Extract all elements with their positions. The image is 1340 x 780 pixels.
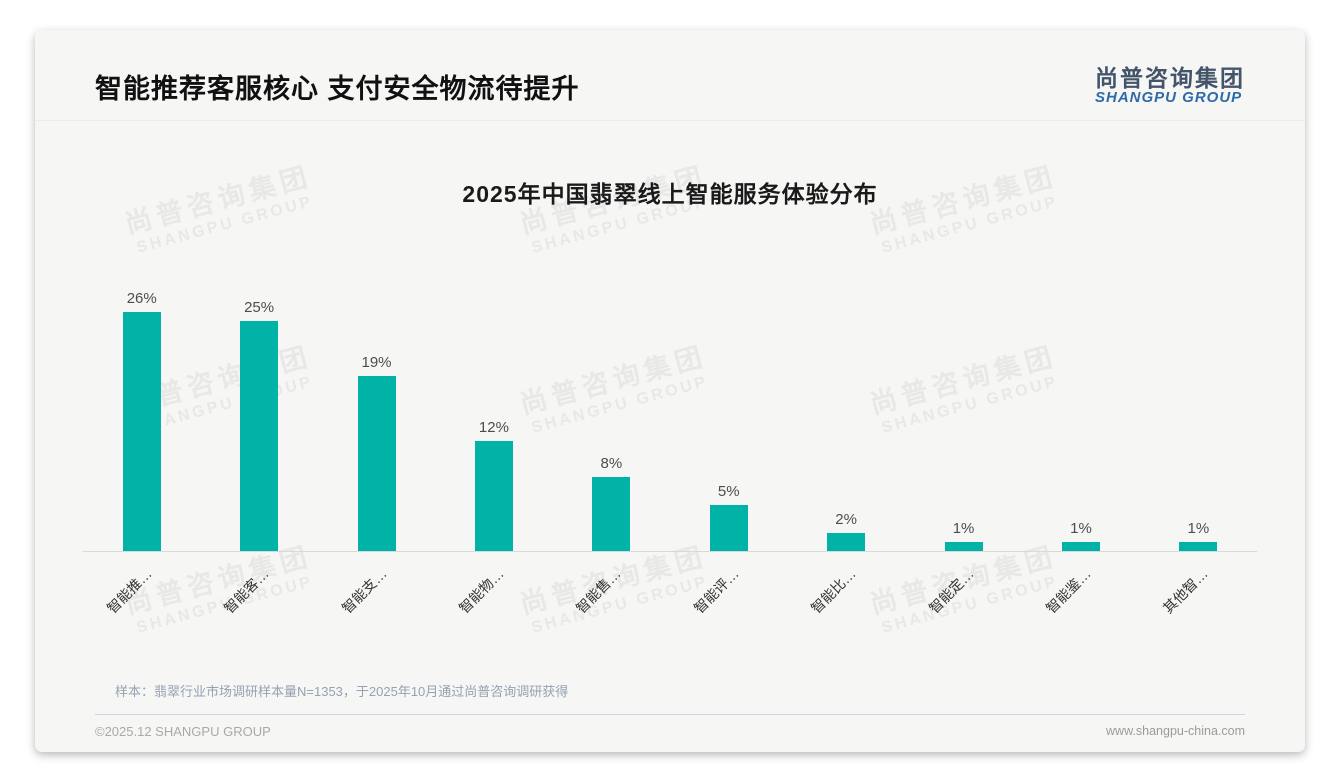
bar-column: 2% bbox=[787, 511, 904, 551]
category-label-text: 智能售… bbox=[573, 565, 625, 617]
footer-copyright: ©2025.12 SHANGPU GROUP bbox=[95, 723, 271, 739]
bar-value-label: 12% bbox=[478, 418, 509, 436]
sample-note: 样本：翡翠行业市场调研样本量N=1353，于2025年10月通过尚普咨询调研获得 bbox=[95, 681, 1245, 715]
bar-value-label: 1% bbox=[1070, 519, 1092, 537]
bar-value-label: 25% bbox=[244, 298, 275, 316]
bar[interactable] bbox=[944, 541, 983, 551]
category-label: 智能推… bbox=[83, 552, 200, 647]
category-label-text: 智能推… bbox=[103, 565, 155, 617]
category-label-text: 智能支… bbox=[338, 565, 390, 617]
bar[interactable] bbox=[240, 320, 279, 551]
category-label: 其他智… bbox=[1140, 552, 1257, 647]
bar-column: 1% bbox=[1140, 520, 1257, 551]
logo-english-text: SHANGPU GROUP bbox=[1095, 89, 1243, 107]
bar-plot: 26% 25% 19% 12% 8% 5% 2% 1% 1% 1% bbox=[83, 287, 1257, 552]
category-labels: 智能推… 智能客… 智能支… 智能物… 智能售… 智能评… 智能比… 智能定… 智能鉴… 其他智… bbox=[83, 552, 1257, 647]
bar-value-label: 26% bbox=[126, 289, 157, 307]
header: 智能推荐客服核心 支付安全物流待提升 尚普咨询集团 SHANGPU GROUP bbox=[35, 30, 1305, 121]
bar-column: 5% bbox=[670, 483, 787, 551]
category-label-text: 智能定… bbox=[925, 565, 977, 617]
bar[interactable] bbox=[1179, 541, 1218, 551]
slide-card: 尚普咨询集团 SHANGPU GROUP 尚普咨询集团 SHANGPU GROUP 尚普… bbox=[35, 30, 1305, 752]
category-label-text: 智能鉴… bbox=[1042, 565, 1094, 617]
category-label-text: 其他智… bbox=[1160, 565, 1212, 617]
bar-column: 26% bbox=[83, 290, 200, 551]
chart-title: 2025年中国翡翠线上智能服务体验分布 bbox=[462, 180, 878, 207]
bar-value-label: 19% bbox=[361, 353, 392, 371]
company-logo: 尚普咨询集团 SHANGPU GROUP bbox=[1095, 66, 1245, 106]
bar-column: 19% bbox=[318, 354, 435, 551]
category-label: 智能比… bbox=[787, 552, 904, 647]
category-label-text: 智能比… bbox=[807, 565, 859, 617]
category-label: 智能物… bbox=[435, 552, 552, 647]
page-title: 智能推荐客服核心 支付安全物流待提升 bbox=[95, 73, 580, 104]
bar[interactable] bbox=[592, 476, 631, 551]
bar-value-label: 2% bbox=[835, 510, 857, 528]
bar-column: 12% bbox=[435, 419, 552, 551]
footer-website-link[interactable]: www.shangpu-china.com bbox=[1106, 723, 1245, 738]
bar[interactable] bbox=[474, 440, 513, 551]
bar-column: 25% bbox=[200, 299, 317, 551]
bar-value-label: 8% bbox=[600, 454, 623, 472]
bar-chart: 2025年中国翡翠线上智能服务体验分布 26% 25% 19% 12% 8% 5% 2% 1%… bbox=[35, 175, 1305, 647]
bar-column: 1% bbox=[1022, 520, 1139, 551]
bar-value-label: 5% bbox=[717, 482, 740, 500]
category-label: 智能鉴… bbox=[1022, 552, 1139, 647]
category-label-text: 智能客… bbox=[220, 565, 272, 617]
category-label: 智能定… bbox=[905, 552, 1022, 647]
bar-value-label: 1% bbox=[952, 519, 975, 537]
bar[interactable] bbox=[827, 532, 866, 551]
bar-value-label: 1% bbox=[1187, 519, 1210, 537]
footer: ©2025.12 SHANGPU GROUP www.shangpu-china… bbox=[95, 715, 1245, 739]
logo-chinese-text: 尚普咨询集团 bbox=[1095, 65, 1245, 91]
bar[interactable] bbox=[357, 375, 396, 551]
category-label: 智能客… bbox=[200, 552, 317, 647]
category-label: 智能售… bbox=[553, 552, 670, 647]
category-label: 智能评… bbox=[670, 552, 787, 647]
bar[interactable] bbox=[122, 311, 161, 551]
category-label-text: 智能评… bbox=[690, 565, 742, 617]
bar-column: 1% bbox=[905, 520, 1022, 551]
category-label: 智能支… bbox=[318, 552, 435, 647]
bar[interactable] bbox=[1061, 541, 1100, 551]
bar[interactable] bbox=[709, 504, 748, 551]
bar-column: 8% bbox=[553, 455, 670, 551]
category-label-text: 智能物… bbox=[455, 565, 507, 617]
